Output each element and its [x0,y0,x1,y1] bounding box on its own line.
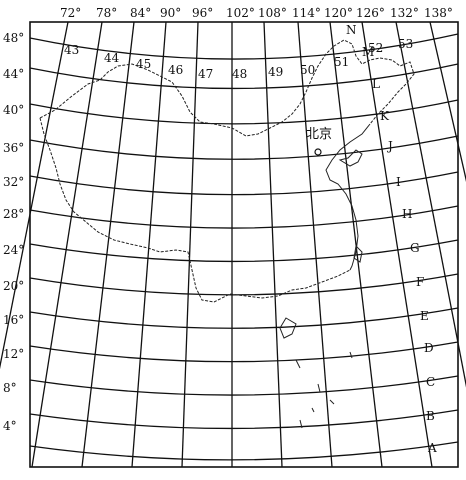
latitude-labels: 48° 44° 40° 36° 32° 28° 24° 20° 16° 12° 8° 4° [3,31,24,433]
meridian-line [263,21,283,468]
map-frame [29,21,459,468]
longitude-label: 96° [192,6,213,20]
beijing-marker [314,148,322,156]
zone-number-label: 43 [64,43,79,57]
meridian-line [361,21,433,468]
row-letter-label: L [372,77,380,91]
zone-number-label: 52 [368,41,383,55]
latitude-label: 44° [3,67,24,81]
latitude-label: 36° [3,141,24,155]
meridian-line [329,21,383,468]
parallel-line [29,341,459,363]
parallel-line [29,135,459,160]
parallel-line [29,239,459,263]
parallel-line [29,273,459,296]
longitude-label: 126° [356,6,385,20]
latitude-label: 32° [3,175,24,189]
longitude-label: 72° [60,6,81,20]
parallel-line [29,63,459,90]
row-letter-label: F [416,275,424,289]
meridian-line [395,21,466,388]
row-letter-label: J [386,139,393,153]
latitude-label: 16° [3,313,24,327]
meridian-line [131,21,167,468]
parallel-line [29,441,459,461]
longitude-label: 114° [292,6,321,20]
zone-number-label: 53 [398,37,413,51]
zone-number-label: 47 [198,67,213,81]
meridian-line [81,21,135,468]
meridian-line [0,21,69,370]
longitude-label: 78° [96,6,117,20]
parallel-line [29,307,459,329]
longitude-label: 90° [160,6,181,20]
latitude-label: 12° [3,347,24,361]
row-letter-label: I [396,175,401,189]
latitude-label: 8° [3,381,17,395]
parallel-line [29,99,459,125]
meridian-line [181,21,199,468]
row-letter-label: G [410,241,420,255]
zone-number-label: 48 [232,67,247,81]
parallel-line [29,205,459,229]
row-letter-label: K [380,109,390,123]
row-labels: NM L K J I H G F E D C B A [346,23,437,455]
zone-number-label: 45 [136,57,151,71]
meridian-line [31,21,103,468]
meridian-line [297,21,333,468]
latitude-label: 20° [3,279,24,293]
city-label-beijing: 北京 [306,127,332,142]
zone-labels: 43 44 45 46 47 48 49 50 51 52 53 [64,37,413,81]
latitude-label: 28° [3,207,24,221]
longitude-label: 102° [226,6,255,20]
zone-number-label: 51 [334,55,349,69]
parallel-line [29,171,459,196]
zone-number-label: 50 [300,63,315,77]
longitude-label: 138° [424,6,453,20]
latitude-label: 48° [3,31,24,45]
zone-number-label: 44 [104,51,120,65]
row-letter-label: B [426,409,435,423]
row-letter-label: N [346,23,357,37]
longitude-labels: 72° 78° 84° 90° 96° 102° 108° 114° 120° 126° 132° 1… [60,6,453,20]
latitude-label: 24° [3,243,24,257]
parallel-line [29,33,459,60]
parallel-line [29,409,459,430]
longitude-label: 108° [258,6,287,20]
row-letter-label: H [402,207,412,221]
row-letter-label: M [362,45,374,59]
longitude-label: 132° [390,6,419,20]
longitude-label: 120° [324,6,353,20]
row-letter-label: E [420,309,429,323]
parallel-line [29,375,459,396]
zone-number-label: 46 [168,63,183,77]
longitude-label: 84° [130,6,151,20]
latitude-label: 40° [3,103,24,117]
zone-number-label: 49 [268,65,283,79]
latitude-label: 4° [3,419,17,433]
row-letter-label: A [427,441,437,455]
row-letter-label: D [424,341,434,355]
coastline [39,39,415,429]
graticule [0,21,466,468]
row-letter-label: C [426,375,435,389]
meridian-line [429,21,466,182]
